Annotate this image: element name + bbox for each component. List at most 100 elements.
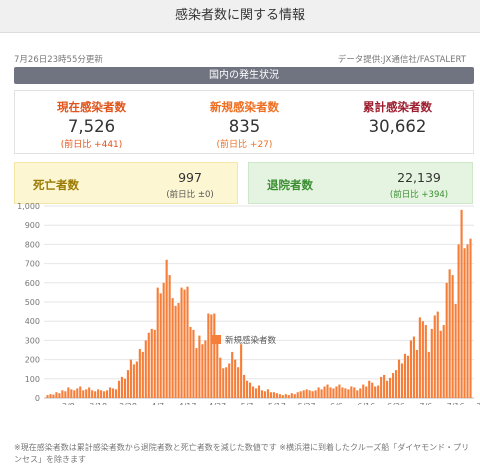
x-tick-label: 7/6 [419, 402, 432, 405]
y-tick-label: 900 [25, 221, 40, 230]
x-tick-label: 3/18 [89, 402, 107, 405]
stat-current-infected: 現在感染者数 7,526 (前日比 +441) [15, 91, 168, 150]
deaths-value: 997 [178, 170, 202, 185]
y-tick-label: 200 [25, 356, 40, 365]
bar [421, 321, 424, 398]
stat-value: 7,526 [67, 117, 116, 136]
bar [147, 332, 150, 398]
stat-label: 新規感染者数 [210, 100, 279, 114]
bar [159, 293, 162, 398]
x-tick-label: 6/26 [387, 402, 405, 405]
bar [180, 287, 183, 398]
bar [380, 376, 383, 398]
x-tick-label: 7/16 [447, 402, 465, 405]
bar [302, 390, 305, 398]
x-tick-label: 6/16 [357, 402, 375, 405]
bar [97, 389, 100, 398]
x-tick-label: 5/7 [241, 402, 254, 405]
bar [213, 313, 216, 398]
bar [442, 325, 445, 398]
bar [386, 380, 389, 398]
bar [64, 391, 67, 398]
y-tick-label: 600 [25, 279, 40, 288]
bar [91, 390, 94, 398]
bar [415, 350, 418, 398]
deaths-label: 死亡者数 [33, 178, 79, 192]
bar [237, 367, 240, 398]
recovered-label: 退院者数 [267, 178, 313, 192]
bar [287, 395, 290, 398]
bar [58, 393, 61, 398]
bar [445, 282, 448, 398]
bar [240, 344, 243, 398]
bar [201, 344, 204, 398]
bar [138, 349, 141, 398]
stat-diff: (前日比 +27) [216, 140, 273, 150]
bar [320, 389, 323, 398]
x-tick-label: 7/26 [476, 402, 480, 405]
page-title: 感染者数に関する情報 [174, 8, 305, 23]
y-tick-label: 400 [25, 317, 40, 326]
recovered-value: 22,139 [397, 170, 441, 185]
bar [371, 382, 374, 398]
bar [275, 393, 278, 398]
y-tick-label: 800 [25, 240, 40, 249]
bar [70, 389, 73, 398]
y-tick-label: 0 [35, 394, 40, 403]
bar [225, 367, 228, 398]
bar [216, 340, 219, 398]
bar [293, 394, 296, 398]
bar [52, 394, 55, 398]
bar [457, 244, 460, 398]
bar [403, 353, 407, 398]
page-header: 感染者数に関する情報 [0, 0, 480, 33]
bar [141, 351, 144, 398]
bar [231, 351, 234, 398]
bar [254, 388, 258, 398]
bar [308, 390, 311, 398]
bar [79, 386, 82, 398]
bar [305, 389, 308, 398]
stat-diff: (前日比 +441) [60, 140, 123, 150]
bar [436, 311, 439, 398]
bar [448, 269, 451, 398]
bar [46, 395, 49, 398]
bar [391, 373, 395, 398]
bar [433, 315, 436, 398]
bar [439, 330, 442, 398]
bar [469, 238, 472, 398]
bar [248, 382, 252, 398]
bar [341, 387, 344, 398]
x-tick-label: 6/6 [330, 402, 343, 405]
bar [460, 209, 463, 398]
data-source: データ提供:JX通信社/FASTALERT [337, 55, 466, 65]
bar [165, 259, 168, 398]
bar [162, 282, 165, 398]
y-tick-label: 1,000 [17, 202, 40, 211]
deaths-box: 死亡者数 997 (前日比 ±0) [14, 162, 238, 204]
bar [183, 289, 186, 398]
bar [228, 363, 231, 398]
x-tick-label: 5/17 [268, 402, 286, 405]
bar [272, 392, 275, 398]
bar [108, 387, 112, 398]
bar [377, 385, 380, 398]
bar [207, 313, 210, 398]
bar [105, 390, 109, 398]
bar [278, 394, 281, 398]
bar [195, 348, 198, 398]
bar [222, 368, 225, 398]
x-tick-label: 5/27 [298, 402, 316, 405]
bar [326, 384, 329, 398]
bar [266, 389, 270, 398]
bar [284, 394, 287, 398]
legend-label: 新規感染者数 [225, 336, 277, 346]
bar [168, 275, 171, 398]
stat-cumulative-infected: 累計感染者数 30,662 [321, 91, 474, 136]
bar [365, 386, 368, 398]
bar [424, 325, 427, 398]
bar [186, 286, 189, 398]
bar [263, 391, 267, 398]
bar [210, 314, 213, 398]
bar [234, 359, 237, 398]
